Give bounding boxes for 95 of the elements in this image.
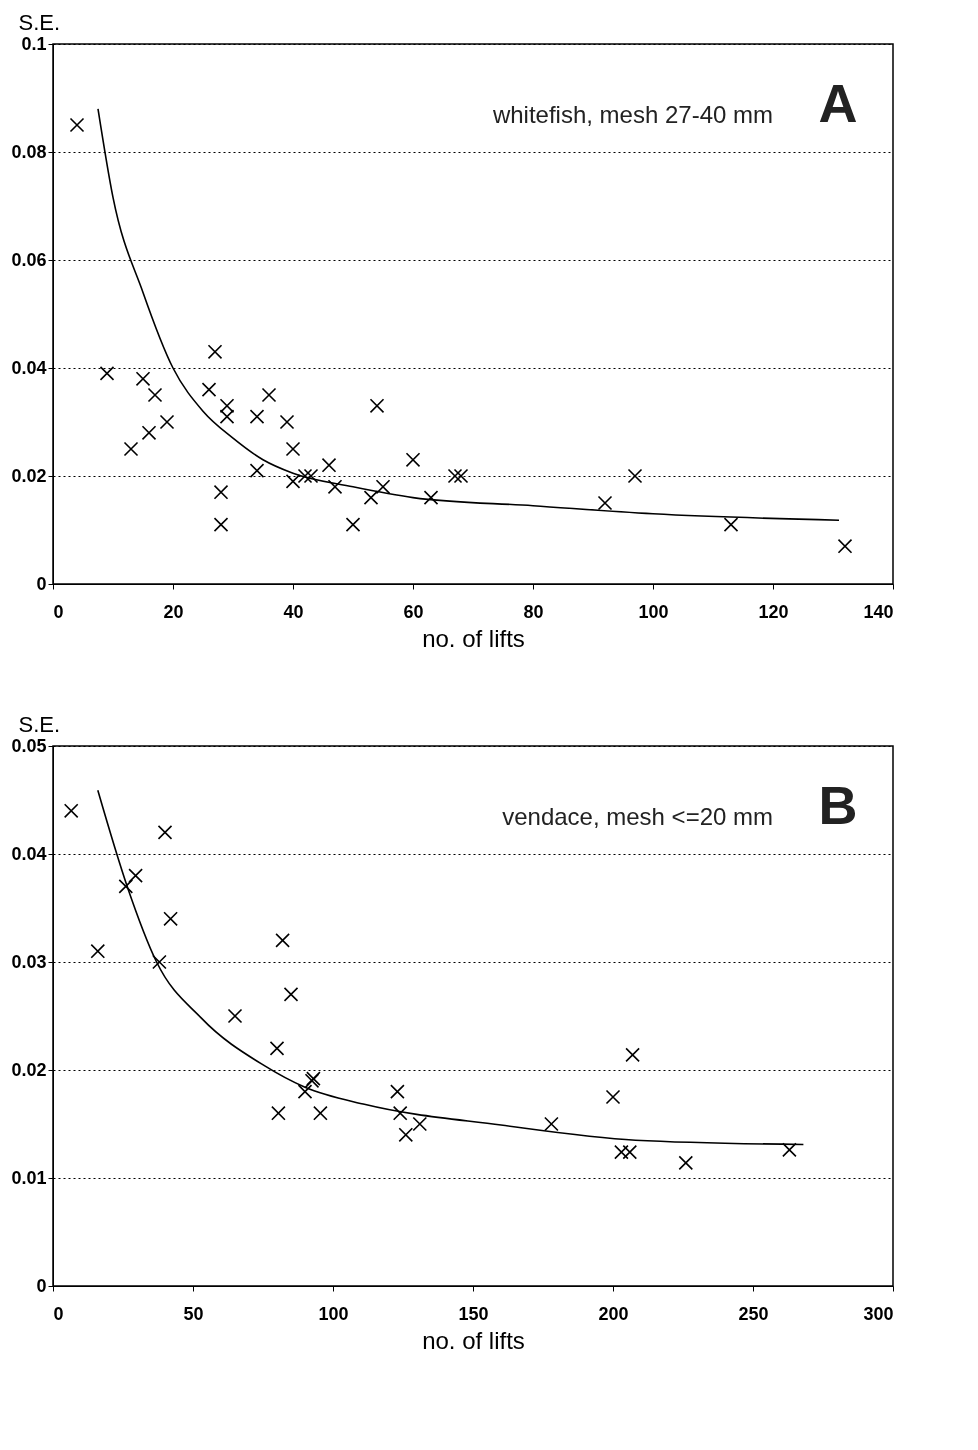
point xyxy=(152,954,167,970)
annotation: vendace, mesh <=20 mm xyxy=(502,803,773,830)
point xyxy=(597,495,613,511)
point xyxy=(227,1008,243,1024)
point xyxy=(135,371,151,387)
point xyxy=(219,409,235,424)
point xyxy=(423,490,439,505)
annotation: A xyxy=(818,73,858,133)
point xyxy=(123,441,139,457)
point xyxy=(99,366,115,381)
y-tick-label: 0 xyxy=(36,1275,47,1296)
x-tick-label: 80 xyxy=(523,601,544,622)
y-tick-label: 0.01 xyxy=(11,1167,47,1188)
point xyxy=(345,517,361,532)
y-tick-label: 0.04 xyxy=(11,843,47,864)
x-tick-label: 150 xyxy=(458,1303,489,1324)
point xyxy=(275,933,290,948)
point xyxy=(453,468,469,484)
point xyxy=(627,468,643,484)
point xyxy=(159,414,175,430)
point xyxy=(147,387,163,403)
x-tick-label: 120 xyxy=(758,601,789,622)
x-tick-label: 300 xyxy=(863,1303,894,1324)
point xyxy=(141,425,157,441)
point xyxy=(313,1105,328,1121)
point xyxy=(405,452,421,468)
point xyxy=(605,1089,621,1105)
x-tick-label: 60 xyxy=(403,601,424,622)
point xyxy=(201,382,217,397)
point xyxy=(279,414,295,430)
annotation: B xyxy=(818,775,858,835)
point xyxy=(128,868,143,883)
point xyxy=(90,943,106,959)
x-tick-label: 50 xyxy=(183,1303,204,1324)
point xyxy=(207,344,223,360)
point xyxy=(261,387,277,403)
point xyxy=(369,398,385,414)
point xyxy=(285,474,301,489)
x-tick-label: 0 xyxy=(53,1303,64,1324)
point xyxy=(213,484,229,500)
y-tick-label: 0.02 xyxy=(11,465,47,486)
x-tick-label: 0 xyxy=(53,601,64,622)
point xyxy=(297,468,313,484)
point xyxy=(544,1116,559,1132)
y-tick-label: 0.03 xyxy=(11,951,47,972)
y-axis-title: S.E. xyxy=(18,711,61,737)
point xyxy=(219,398,235,414)
point xyxy=(363,490,379,505)
point xyxy=(782,1142,797,1158)
point xyxy=(614,1144,629,1160)
x-axis-title: no. of lifts xyxy=(422,1326,525,1354)
point xyxy=(392,1105,408,1121)
point xyxy=(622,1144,638,1160)
y-tick-label: 0.06 xyxy=(11,249,47,270)
point xyxy=(390,1084,405,1099)
x-tick-label: 40 xyxy=(283,601,304,622)
point xyxy=(447,468,463,484)
point xyxy=(163,911,178,927)
y-tick-label: 0.1 xyxy=(21,33,47,54)
point xyxy=(69,117,85,133)
point xyxy=(398,1127,414,1143)
point xyxy=(321,457,337,473)
point xyxy=(678,1155,694,1171)
point xyxy=(283,987,299,1002)
point xyxy=(271,1105,286,1121)
point xyxy=(297,1084,313,1099)
y-tick-label: 0 xyxy=(36,573,47,594)
point xyxy=(412,1116,428,1132)
point xyxy=(63,803,79,819)
x-tick-label: 100 xyxy=(638,601,669,622)
x-tick-label: 250 xyxy=(738,1303,769,1324)
point xyxy=(157,825,173,840)
x-tick-label: 200 xyxy=(598,1303,629,1324)
annotation: whitefish, mesh 27-40 mm xyxy=(491,101,773,128)
point xyxy=(303,468,319,484)
y-tick-label: 0.08 xyxy=(11,141,47,162)
x-axis-title: no. of lifts xyxy=(422,624,525,652)
point xyxy=(118,879,134,894)
point xyxy=(213,517,229,532)
x-tick-label: 20 xyxy=(163,601,184,622)
point xyxy=(269,1041,285,1056)
y-tick-label: 0.04 xyxy=(11,357,47,378)
point xyxy=(837,538,853,554)
x-tick-label: 140 xyxy=(863,601,894,622)
point xyxy=(723,517,739,532)
point xyxy=(249,409,265,424)
y-axis-title: S.E. xyxy=(18,9,61,35)
point xyxy=(249,463,265,478)
point xyxy=(625,1047,640,1063)
point xyxy=(327,479,343,495)
x-tick-label: 100 xyxy=(318,1303,349,1324)
y-tick-label: 0.05 xyxy=(11,735,47,756)
y-tick-label: 0.02 xyxy=(11,1059,47,1080)
point xyxy=(285,441,301,457)
point xyxy=(375,479,391,495)
